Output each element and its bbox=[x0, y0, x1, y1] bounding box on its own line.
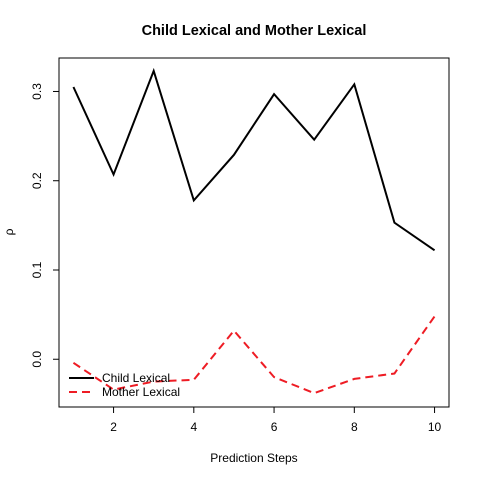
legend-label: Mother Lexical bbox=[102, 385, 180, 399]
y-axis-label: ρ bbox=[2, 228, 16, 235]
x-tick-label: 6 bbox=[271, 420, 278, 434]
y-tick-label: 0.3 bbox=[30, 83, 44, 100]
plot-area-frame bbox=[58, 57, 450, 408]
series-layer bbox=[72, 67, 436, 395]
legend-label: Child Lexical bbox=[102, 371, 170, 385]
x-tick-label: 10 bbox=[428, 420, 442, 434]
chart-title: Child Lexical and Mother Lexical bbox=[142, 23, 367, 39]
y-tick-label: 0.0 bbox=[30, 351, 44, 368]
x-tick-label: 8 bbox=[351, 420, 358, 434]
y-tick-label: 0.1 bbox=[30, 261, 44, 278]
y-tick-label: 0.2 bbox=[30, 172, 44, 189]
x-tick-label: 4 bbox=[190, 420, 197, 434]
y-axis: 0.0 0.1 0.2 0.3 bbox=[30, 83, 59, 368]
x-axis-label: Prediction Steps bbox=[210, 451, 297, 465]
series-line-mother-lexical bbox=[72, 315, 436, 395]
series-line-child-lexical bbox=[72, 67, 436, 252]
x-tick-label: 2 bbox=[110, 420, 117, 434]
x-axis: 2 4 6 8 10 bbox=[110, 407, 442, 434]
